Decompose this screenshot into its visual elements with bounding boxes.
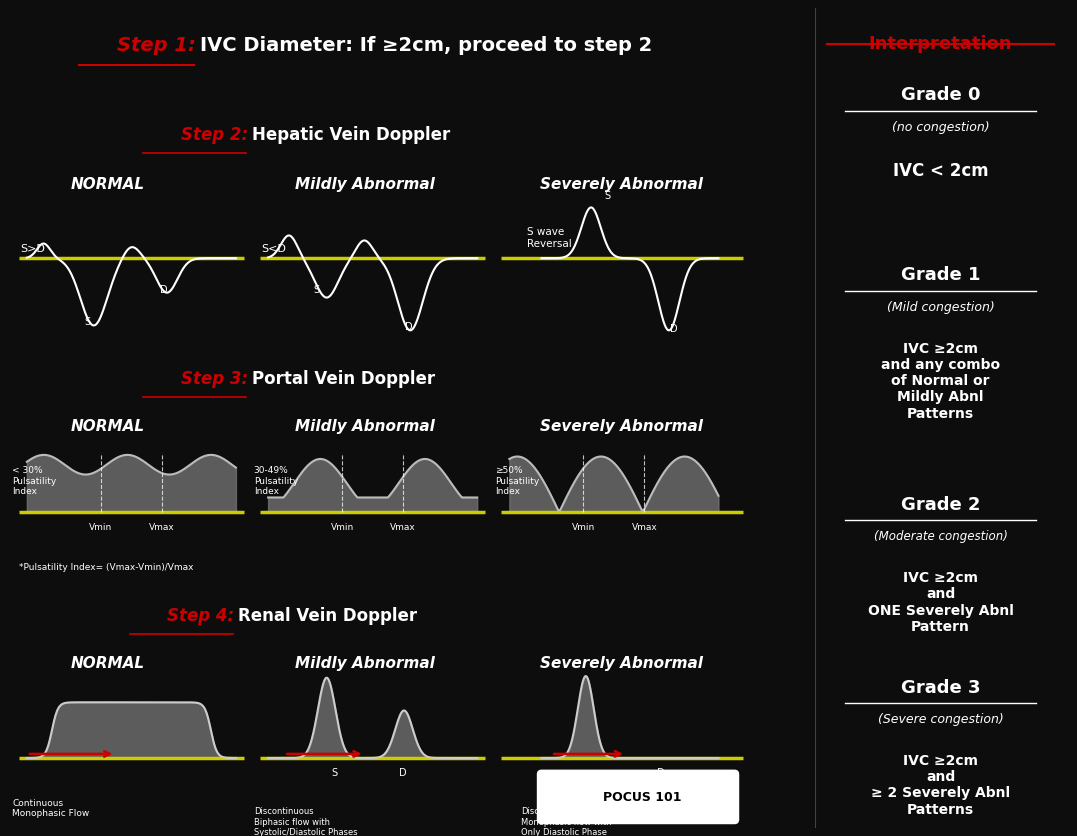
Text: S<D: S<D xyxy=(262,243,286,253)
Text: Mildly Abnormal: Mildly Abnormal xyxy=(295,177,434,192)
Text: (no congestion): (no congestion) xyxy=(892,120,990,134)
Text: Discontinuous
Monophasic flow with
Only Diastolic Phase: Discontinuous Monophasic flow with Only … xyxy=(521,808,612,836)
Text: Grade 0: Grade 0 xyxy=(900,86,980,104)
Text: Hepatic Vein Doppler: Hepatic Vein Doppler xyxy=(252,126,450,145)
Text: 30-49%
Pulsatility
Index: 30-49% Pulsatility Index xyxy=(253,466,298,496)
Text: POCUS 101: POCUS 101 xyxy=(603,791,682,804)
Text: *Pulsatility Index= (Vmax-Vmin)/Vmax: *Pulsatility Index= (Vmax-Vmin)/Vmax xyxy=(18,563,193,572)
Text: D: D xyxy=(670,324,679,334)
Text: S: S xyxy=(313,284,320,294)
Text: S: S xyxy=(84,318,90,328)
Text: Grade 1: Grade 1 xyxy=(900,267,980,284)
Text: Vmin: Vmin xyxy=(89,523,112,533)
Text: D: D xyxy=(159,284,167,294)
Text: Renal Vein Doppler: Renal Vein Doppler xyxy=(238,607,418,625)
Text: D: D xyxy=(400,768,407,778)
Text: Step 2:: Step 2: xyxy=(181,126,248,145)
Text: IVC ≥2cm
and any combo
of Normal or
Mildly Abnl
Patterns: IVC ≥2cm and any combo of Normal or Mild… xyxy=(881,342,1001,421)
Text: Step 3:: Step 3: xyxy=(181,370,248,388)
Text: NORMAL: NORMAL xyxy=(70,419,144,434)
FancyBboxPatch shape xyxy=(537,770,739,823)
Text: Vmax: Vmax xyxy=(390,523,416,533)
Text: Step 4:: Step 4: xyxy=(167,607,235,625)
Text: IVC ≥2cm
and
ONE Severely Abnl
Pattern: IVC ≥2cm and ONE Severely Abnl Pattern xyxy=(868,571,1013,634)
Text: < 30%
Pulsatility
Index: < 30% Pulsatility Index xyxy=(12,466,57,496)
Text: Vmax: Vmax xyxy=(149,523,174,533)
Text: Severely Abnormal: Severely Abnormal xyxy=(541,656,703,671)
Text: Severely Abnormal: Severely Abnormal xyxy=(541,177,703,192)
Text: Mildly Abnormal: Mildly Abnormal xyxy=(295,656,434,671)
Text: (Mild congestion): (Mild congestion) xyxy=(886,301,994,314)
Text: Step 1:: Step 1: xyxy=(117,36,196,54)
Text: Vmin: Vmin xyxy=(331,523,353,533)
Text: NORMAL: NORMAL xyxy=(70,656,144,671)
Text: S>D: S>D xyxy=(20,243,45,253)
Text: D: D xyxy=(657,768,665,778)
Text: Continuous
Monophasic Flow: Continuous Monophasic Flow xyxy=(12,799,89,818)
Text: S: S xyxy=(604,191,611,201)
Text: Severely Abnormal: Severely Abnormal xyxy=(541,419,703,434)
Text: (Moderate congestion): (Moderate congestion) xyxy=(873,530,1007,543)
Text: ≥50%
Pulsatility
Index: ≥50% Pulsatility Index xyxy=(494,466,540,496)
Text: Vmin: Vmin xyxy=(572,523,595,533)
Text: S wave
Reversal: S wave Reversal xyxy=(527,227,572,248)
Text: (Severe congestion): (Severe congestion) xyxy=(878,713,1004,726)
Text: IVC Diameter: If ≥2cm, proceed to step 2: IVC Diameter: If ≥2cm, proceed to step 2 xyxy=(199,36,652,54)
Text: IVC < 2cm: IVC < 2cm xyxy=(893,161,989,180)
Text: Mildly Abnormal: Mildly Abnormal xyxy=(295,419,434,434)
Text: Portal Vein Doppler: Portal Vein Doppler xyxy=(252,370,435,388)
Text: Vmax: Vmax xyxy=(631,523,657,533)
Text: S: S xyxy=(331,768,337,778)
Text: NORMAL: NORMAL xyxy=(70,177,144,192)
Text: Discontinuous
Biphasic flow with
Systolic/Diastolic Phases: Discontinuous Biphasic flow with Systoli… xyxy=(253,808,358,836)
Text: Grade 2: Grade 2 xyxy=(900,496,980,514)
Text: IVC ≥2cm
and
≥ 2 Severely Abnl
Patterns: IVC ≥2cm and ≥ 2 Severely Abnl Patterns xyxy=(871,754,1010,817)
Text: Interpretation: Interpretation xyxy=(869,34,1012,53)
Text: D: D xyxy=(405,323,412,333)
Text: Grade 3: Grade 3 xyxy=(900,679,980,696)
